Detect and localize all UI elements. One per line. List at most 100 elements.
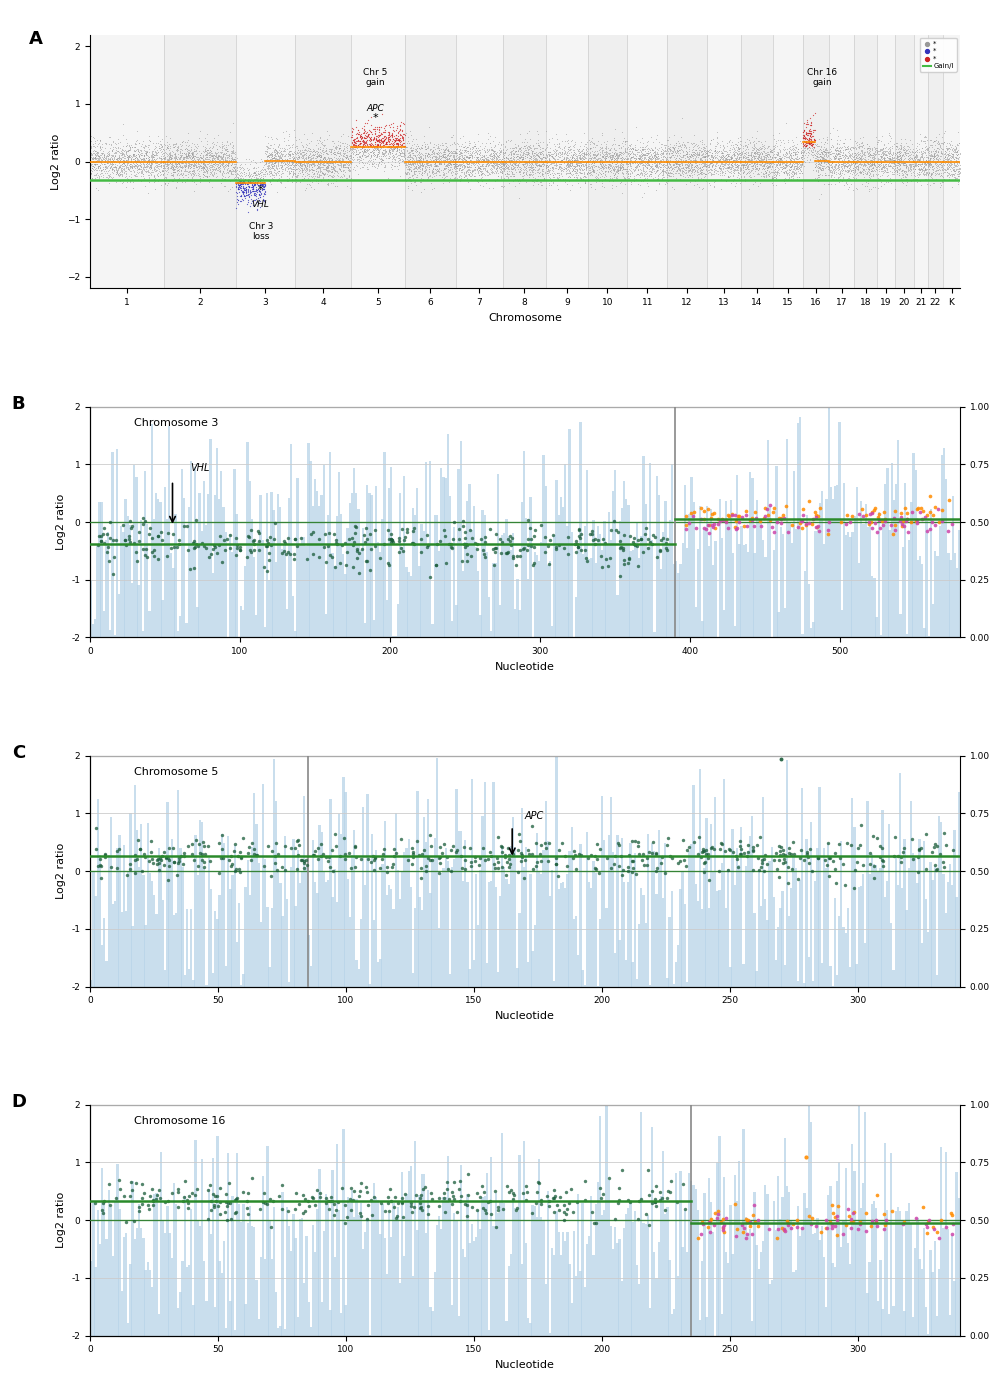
Point: [516, 155, 532, 177]
Point: [281, 137, 297, 159]
Point: [112, 170, 128, 192]
Point: [354, 140, 370, 162]
Point: [194, 147, 210, 169]
Point: [828, 154, 844, 176]
Point: [189, 147, 205, 169]
Point: [533, 154, 549, 176]
Point: [144, 159, 160, 181]
Point: [383, 137, 399, 159]
Point: [542, 151, 558, 173]
Point: [424, 166, 440, 188]
Point: [624, 151, 640, 173]
Point: [199, 159, 215, 181]
Point: [445, 529, 461, 551]
Point: [145, 143, 161, 165]
Point: [488, 523, 504, 545]
Point: [210, 144, 226, 166]
Point: [132, 155, 148, 177]
Point: [361, 133, 377, 155]
Point: [451, 166, 467, 188]
Point: [424, 159, 440, 181]
Point: [928, 147, 944, 169]
Point: [287, 149, 303, 172]
Point: [490, 155, 506, 177]
Point: [748, 148, 764, 170]
Point: [906, 165, 922, 187]
Bar: [273, 758, 275, 987]
Point: [948, 149, 964, 172]
Point: [488, 162, 504, 184]
Point: [677, 151, 693, 173]
Point: [132, 154, 148, 176]
Point: [378, 140, 394, 162]
Point: [211, 145, 227, 167]
Point: [546, 148, 562, 170]
Point: [487, 151, 503, 173]
Point: [208, 154, 224, 176]
Point: [765, 152, 781, 174]
Point: [698, 518, 714, 540]
Point: [348, 516, 364, 538]
Point: [483, 154, 499, 176]
Point: [174, 170, 190, 192]
Point: [528, 170, 544, 192]
Point: [756, 848, 772, 871]
Point: [259, 148, 275, 170]
Point: [96, 144, 112, 166]
Point: [361, 143, 377, 165]
Point: [904, 141, 920, 163]
Point: [390, 131, 406, 154]
Point: [487, 134, 503, 156]
Point: [303, 148, 319, 170]
Point: [528, 152, 544, 174]
Point: [505, 147, 521, 169]
Point: [301, 156, 317, 179]
Point: [400, 145, 416, 167]
Point: [390, 133, 406, 155]
Point: [927, 141, 943, 163]
Point: [308, 148, 324, 170]
Point: [329, 151, 345, 173]
Point: [801, 151, 817, 173]
Point: [87, 140, 103, 162]
Point: [429, 159, 445, 181]
Point: [491, 149, 507, 172]
Point: [669, 149, 685, 172]
Point: [838, 138, 854, 161]
Point: [138, 141, 154, 163]
Point: [175, 163, 191, 185]
Point: [571, 147, 587, 169]
Point: [455, 147, 471, 169]
Point: [562, 166, 578, 188]
Point: [862, 163, 878, 185]
Point: [196, 156, 212, 179]
Point: [664, 143, 680, 165]
Point: [280, 541, 296, 563]
Point: [725, 137, 741, 159]
Point: [559, 144, 575, 166]
Point: [857, 144, 873, 166]
Point: [775, 143, 791, 165]
Point: [201, 547, 217, 569]
Point: [865, 163, 881, 185]
Point: [541, 162, 557, 184]
Point: [214, 166, 230, 188]
Point: [584, 130, 600, 152]
Point: [720, 155, 736, 177]
Point: [772, 156, 788, 179]
Bar: [429, 461, 431, 638]
Bar: [918, 840, 921, 987]
Point: [375, 143, 391, 165]
Point: [408, 155, 424, 177]
Point: [868, 143, 884, 165]
Point: [813, 144, 829, 166]
Point: [367, 156, 383, 179]
Point: [614, 151, 630, 173]
Point: [156, 155, 172, 177]
Point: [791, 147, 807, 169]
Point: [778, 154, 794, 176]
Point: [579, 163, 595, 185]
Bar: [303, 1283, 305, 1336]
Point: [300, 152, 316, 174]
Point: [226, 148, 242, 170]
